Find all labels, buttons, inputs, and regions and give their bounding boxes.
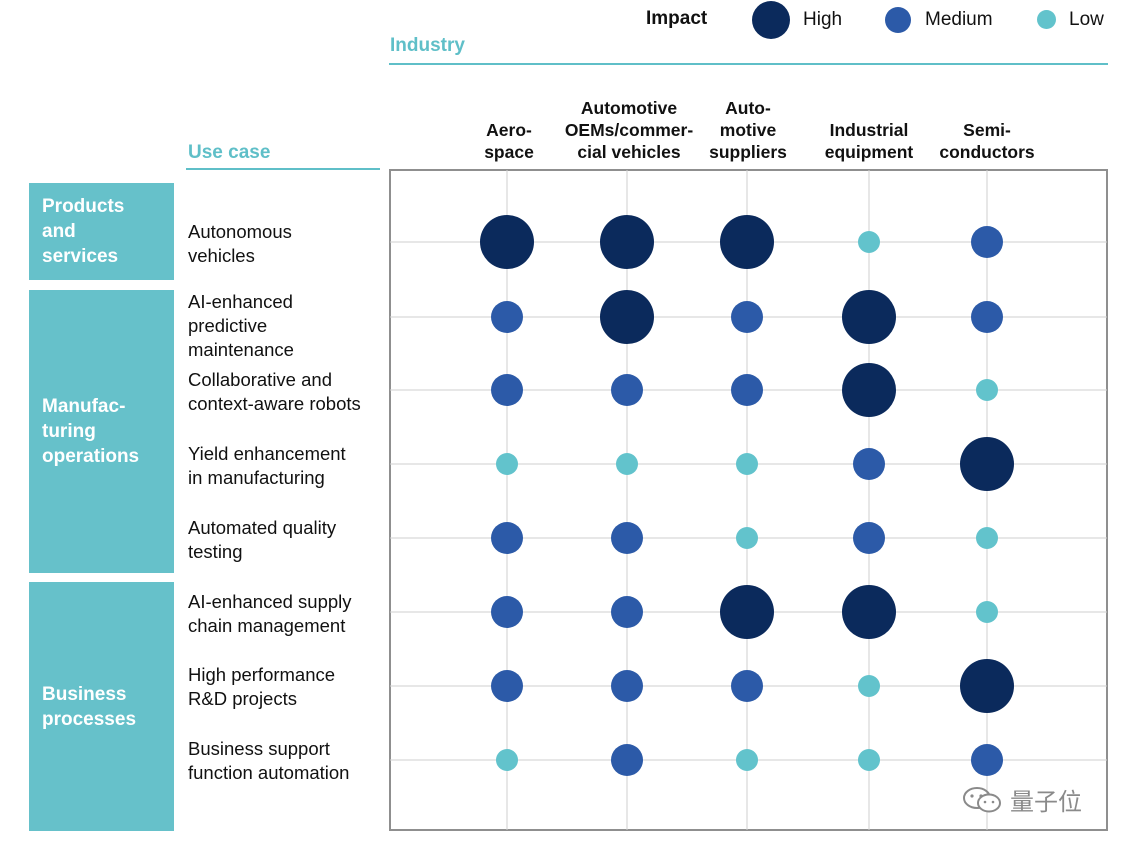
- impact-bubble-high: [842, 363, 896, 417]
- legend-low-dot: [1037, 10, 1056, 29]
- legend-high-label: High: [803, 9, 843, 30]
- impact-bubble-low: [736, 453, 758, 475]
- legend-medium-dot: [885, 7, 911, 33]
- impact-bubble-medium: [491, 670, 523, 702]
- impact-bubble-medium: [611, 522, 643, 554]
- legend-low-label: Low: [1069, 9, 1104, 30]
- impact-bubble-low: [858, 749, 880, 771]
- impact-bubble-medium: [491, 301, 523, 333]
- impact-bubble-medium: [611, 744, 643, 776]
- impact-bubble-medium: [731, 301, 763, 333]
- impact-bubble-medium: [611, 374, 643, 406]
- watermark-text: 量子位: [1010, 789, 1082, 816]
- row-label-autonomous-vehicles: Autonomous vehicles: [188, 221, 292, 266]
- use-case-header: Use case: [188, 142, 271, 163]
- group-products-and-services: Products and services: [29, 183, 174, 280]
- impact-bubble-medium: [731, 374, 763, 406]
- impact-bubble-medium: [971, 226, 1003, 258]
- legend-high-dot: [752, 1, 790, 39]
- impact-bubble-high: [720, 215, 774, 269]
- impact-bubble-medium: [731, 670, 763, 702]
- use-case-rule: [186, 168, 380, 170]
- impact-bubble-low: [496, 453, 518, 475]
- impact-bubble-medium: [611, 596, 643, 628]
- watermark: 量子位: [962, 782, 1082, 817]
- group-business-processes: Business processes: [29, 582, 174, 831]
- row-label-collaborative-robots: Collaborative and context-aware robots: [188, 369, 361, 414]
- impact-bubble-medium: [491, 596, 523, 628]
- impact-bubble-high: [960, 659, 1014, 713]
- impact-bubble-high: [842, 290, 896, 344]
- impact-bubble-low: [496, 749, 518, 771]
- impact-bubble-high: [480, 215, 534, 269]
- impact-matrix: [389, 169, 1108, 831]
- row-label-business-support: Business support function automation: [188, 738, 350, 783]
- impact-bubble-medium: [853, 448, 885, 480]
- impact-bubble-high: [842, 585, 896, 639]
- row-label-rnd-projects: High performance R&D projects: [188, 664, 336, 709]
- impact-bubble-medium: [611, 670, 643, 702]
- row-label-predictive-maintenance: AI-enhanced predictive maintenance: [188, 291, 294, 360]
- impact-bubble-medium: [971, 744, 1003, 776]
- impact-bubble-high: [720, 585, 774, 639]
- industry-header: Industry: [390, 35, 465, 56]
- row-label-supply-chain: AI-enhanced supply chain management: [188, 591, 352, 636]
- impact-bubble-low: [736, 527, 758, 549]
- group-manufacturing-operations: Manufac- turing operations: [29, 290, 174, 573]
- impact-bubble-low: [858, 675, 880, 697]
- column-header-aerospace: Aero- space: [484, 120, 534, 162]
- impact-bubble-low: [616, 453, 638, 475]
- column-header-semiconductors: Semi- conductors: [939, 120, 1035, 162]
- column-header-industrial-equipment: Industrial equipment: [824, 120, 914, 162]
- row-label-automated-quality-testing: Automated quality testing: [188, 517, 337, 562]
- impact-bubble-high: [960, 437, 1014, 491]
- impact-bubble-medium: [971, 301, 1003, 333]
- impact-bubble-high: [600, 215, 654, 269]
- impact-bubble-medium: [491, 522, 523, 554]
- impact-bubble-low: [736, 749, 758, 771]
- column-header-automotive-oems: Automotive OEMs/commer- cial vehicles: [564, 98, 694, 162]
- impact-bubble-medium: [853, 522, 885, 554]
- impact-bubble-low: [976, 601, 998, 623]
- industry-rule: [389, 63, 1108, 65]
- impact-bubble-low: [976, 379, 998, 401]
- column-header-automotive-suppliers: Auto- motive suppliers: [709, 98, 787, 162]
- impact-bubble-low: [858, 231, 880, 253]
- legend-title: Impact: [646, 8, 708, 29]
- impact-bubble-low: [976, 527, 998, 549]
- row-label-yield-enhancement: Yield enhancement in manufacturing: [188, 443, 346, 488]
- wechat-icon: [963, 786, 1001, 812]
- legend-medium-label: Medium: [925, 9, 993, 30]
- impact-bubble-high: [600, 290, 654, 344]
- matrix-frame: [389, 169, 1108, 831]
- impact-bubble-medium: [491, 374, 523, 406]
